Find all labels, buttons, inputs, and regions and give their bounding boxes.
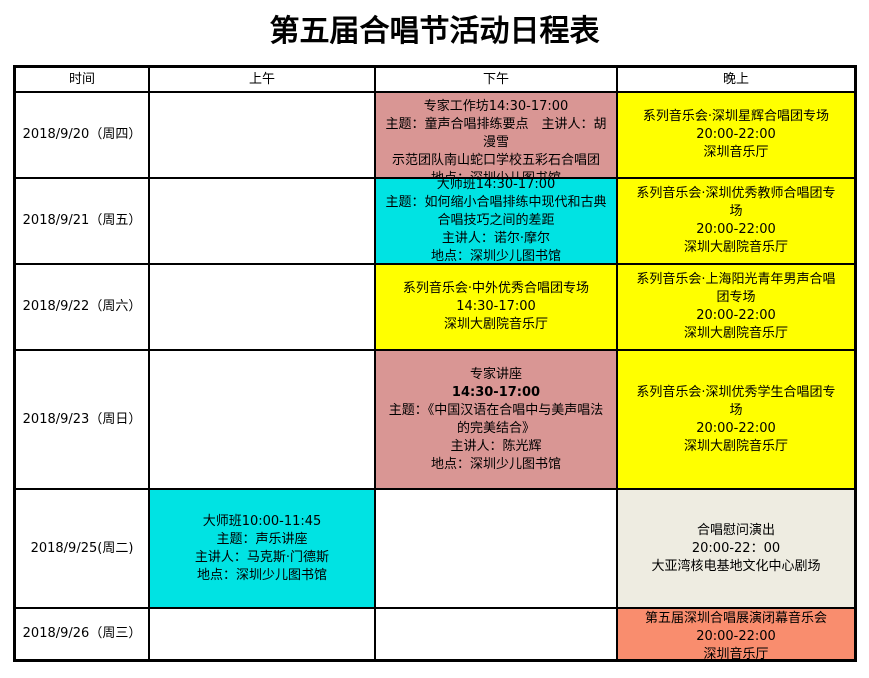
evening-cell-2: 系列音乐会·上海阳光青年男声合唱 团专场 20:00-22:00 深圳大剧院音乐… [618,265,854,351]
event-line: 20:00-22:00 [696,127,776,142]
event-line: 主讲人：陈光辉 [450,438,542,454]
morning-cell-2 [150,265,376,351]
time-cell-2: 2018/9/22（周六） [16,265,150,351]
event-line: 的完美结合》 [456,420,535,436]
event-line: 地点：深圳少儿图书馆 [430,171,561,179]
afternoon-cell-5 [376,609,618,659]
event-line: 14:30-17:00 [451,384,541,400]
afternoon-cell-2: 系列音乐会·中外优秀合唱团专场 14:30-17:00 深圳大剧院音乐厅 [376,265,618,351]
morning-cell-5 [150,609,376,659]
event-line: 大师班10:00-11:45 [202,513,322,529]
morning-cell-0 [150,93,376,179]
event-line: 团专场 [716,290,756,305]
event-line: 深圳大剧院音乐厅 [683,240,788,255]
event-line: 主题：如何缩小合唱排练中现代和古典 [385,195,607,210]
event-line: 地点：深圳少儿图书馆 [196,567,327,583]
event-line: 14:30-17:00 [456,299,536,314]
schedule-table: 时间 上午 下午 晚上 2018/9/20（周四） 专家工作坊14:30-17:… [13,65,857,662]
event-line: 漫雪 [482,135,509,150]
afternoon-cell-3: 专家讲座 14:30-17:00 主题：《中国汉语在合唱中与美声唱法 的完美结合… [376,351,618,490]
event-line: 系列音乐会·深圳星辉合唱团专场 [642,109,830,124]
time-cell-5: 2018/9/26（周三） [16,609,150,659]
page-title: 第五届合唱节活动日程表 [269,14,600,49]
evening-cell-5: 第五届深圳合唱展演闭幕音乐会 20:00-22:00 深圳音乐厅 [618,609,854,659]
time-cell-3: 2018/9/23（周日） [16,351,150,490]
event-line: 场 [729,402,743,418]
event-line: 深圳大剧院音乐厅 [683,326,788,341]
event-line: 主讲人：诺尔·摩尔 [441,231,551,246]
event-line: 地点：深圳少儿图书馆 [430,249,561,264]
morning-cell-3 [150,351,376,490]
time-cell-4: 2018/9/25(周二) [16,490,150,609]
event-line: 地点：深圳少儿图书馆 [430,456,561,472]
event-line: 主讲人：马克斯·门德斯 [194,549,330,565]
event-line: 20:00-22：00 [691,540,781,556]
event-line: 深圳音乐厅 [703,145,769,160]
event-line: 系列音乐会·上海阳光青年男声合唱 [636,272,836,287]
evening-cell-0: 系列音乐会·深圳星辉合唱团专场 20:00-22:00 深圳音乐厅 [618,93,854,179]
evening-cell-1: 系列音乐会·深圳优秀教师合唱团专 场 20:00-22:00 深圳大剧院音乐厅 [618,179,854,265]
event-line: 20:00-22:00 [696,308,776,323]
event-line: 20:00-22:00 [696,420,776,436]
morning-cell-1 [150,179,376,265]
event-line: 20:00-22:00 [696,222,776,237]
event-line: 场 [729,204,743,219]
event-line: 主题：童声合唱排练要点 主讲人：胡 [385,117,607,132]
time-cell-1: 2018/9/21（周五） [16,179,150,265]
evening-cell-4: 合唱慰问演出 20:00-22：00 大亚湾核电基地文化中心剧场 [618,490,854,609]
event-line: 大师班14:30-17:00 [436,179,556,192]
event-line: 深圳大剧院音乐厅 [443,317,548,332]
event-line: 深圳大剧院音乐厅 [683,438,788,454]
afternoon-cell-4 [376,490,618,609]
event-line: 系列音乐会·深圳优秀教师合唱团专 [636,186,836,201]
event-line: 合唱慰问演出 [696,522,775,538]
event-line: 专家讲座 [469,366,522,382]
event-line: 主题：声乐讲座 [216,531,308,547]
evening-cell-3: 系列音乐会·深圳优秀学生合唱团专 场 20:00-22:00 深圳大剧院音乐厅 [618,351,854,490]
event-line: 主题：《中国汉语在合唱中与美声唱法 [388,402,604,418]
afternoon-cell-0: 专家工作坊14:30-17:00 主题：童声合唱排练要点 主讲人：胡 漫雪 示范… [376,93,618,179]
time-cell-0: 2018/9/20（周四） [16,93,150,179]
afternoon-cell-1: 大师班14:30-17:00 主题：如何缩小合唱排练中现代和古典 合唱技巧之间的… [376,179,618,265]
event-line: 系列音乐会·中外优秀合唱团专场 [402,281,590,296]
morning-cell-4: 大师班10:00-11:45 主题：声乐讲座 主讲人：马克斯·门德斯 地点：深圳… [150,490,376,609]
event-line: 20:00-22:00 [696,629,776,644]
event-line: 专家工作坊14:30-17:00 [423,99,569,114]
header-cell-evening: 晚上 [618,68,854,93]
header-cell-time: 时间 [16,68,150,93]
event-line: 示范团队南山蛇口学校五彩石合唱团 [391,153,600,168]
event-line: 系列音乐会·深圳优秀学生合唱团专 [636,384,836,400]
event-line: 大亚湾核电基地文化中心剧场 [651,558,821,574]
event-line: 合唱技巧之间的差距 [437,213,555,228]
header-cell-afternoon: 下午 [376,68,618,93]
event-line: 第五届深圳合唱展演闭幕音乐会 [644,611,827,626]
header-cell-morning: 上午 [150,68,376,93]
event-line: 深圳音乐厅 [703,647,769,659]
